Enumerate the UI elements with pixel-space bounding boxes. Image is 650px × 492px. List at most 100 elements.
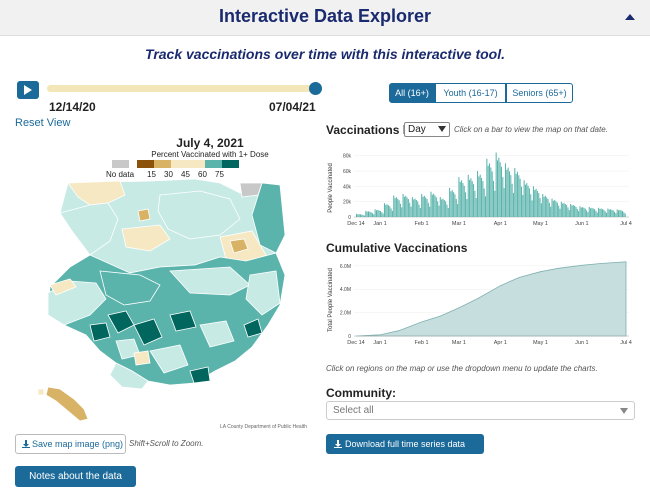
daily-bar[interactable] bbox=[530, 194, 532, 217]
daily-bar[interactable] bbox=[459, 181, 461, 217]
daily-bar[interactable] bbox=[595, 210, 597, 217]
map-region-peninsula[interactable] bbox=[109, 362, 149, 390]
daily-bar[interactable] bbox=[455, 198, 457, 217]
daily-bar[interactable] bbox=[604, 211, 606, 217]
daily-bar[interactable] bbox=[495, 152, 497, 217]
daily-bar[interactable] bbox=[570, 203, 572, 217]
daily-bar[interactable] bbox=[390, 208, 392, 217]
daily-bar[interactable] bbox=[362, 215, 364, 217]
daily-bar[interactable] bbox=[548, 202, 550, 217]
daily-bar[interactable] bbox=[361, 214, 363, 217]
daily-bar[interactable] bbox=[523, 180, 525, 217]
daily-bar[interactable] bbox=[490, 167, 492, 217]
daily-bar[interactable] bbox=[615, 213, 617, 217]
daily-bar[interactable] bbox=[439, 197, 441, 217]
timeline-slider-handle[interactable] bbox=[309, 82, 322, 95]
daily-bar[interactable] bbox=[443, 200, 445, 217]
daily-bar[interactable] bbox=[427, 202, 429, 217]
daily-bar[interactable] bbox=[457, 203, 459, 217]
daily-bar[interactable] bbox=[492, 180, 495, 217]
daily-bar[interactable] bbox=[552, 200, 554, 217]
daily-bar[interactable] bbox=[465, 192, 467, 217]
daily-bar[interactable] bbox=[435, 197, 437, 217]
map-region-small-brown[interactable] bbox=[137, 208, 151, 222]
daily-bar[interactable] bbox=[578, 211, 580, 217]
map-region-east-tan[interactable] bbox=[229, 238, 249, 254]
daily-bar[interactable] bbox=[500, 166, 503, 217]
daily-bar[interactable] bbox=[607, 208, 609, 217]
daily-bar[interactable] bbox=[379, 211, 381, 217]
daily-bar[interactable] bbox=[429, 206, 431, 217]
daily-bar[interactable] bbox=[434, 195, 436, 217]
daily-bar[interactable] bbox=[403, 196, 405, 217]
daily-bar[interactable] bbox=[622, 211, 624, 217]
daily-bar[interactable] bbox=[576, 208, 578, 217]
daily-bar[interactable] bbox=[411, 197, 413, 217]
daily-bar[interactable] bbox=[502, 177, 504, 217]
daily-bar[interactable] bbox=[608, 209, 610, 217]
daily-bar[interactable] bbox=[558, 205, 560, 217]
daily-bar[interactable] bbox=[487, 165, 489, 217]
daily-bar[interactable] bbox=[491, 171, 493, 217]
daily-bar[interactable] bbox=[419, 208, 421, 217]
daily-bar[interactable] bbox=[547, 199, 549, 217]
daily-bar[interactable] bbox=[461, 180, 463, 217]
daily-bar[interactable] bbox=[386, 204, 388, 217]
map-region-west-tan[interactable] bbox=[49, 278, 77, 296]
daily-bar[interactable] bbox=[616, 209, 618, 217]
daily-bar[interactable] bbox=[489, 163, 491, 217]
daily-bar[interactable] bbox=[568, 210, 570, 217]
daily-bar[interactable] bbox=[470, 178, 472, 217]
daily-bar[interactable] bbox=[567, 207, 569, 217]
daily-bar[interactable] bbox=[499, 162, 501, 217]
daily-bar[interactable] bbox=[620, 210, 622, 217]
daily-bar[interactable] bbox=[366, 211, 368, 217]
map-region-gray[interactable] bbox=[239, 182, 263, 198]
daily-bar[interactable] bbox=[402, 194, 404, 217]
daily-bar[interactable] bbox=[511, 183, 513, 217]
daily-bar[interactable] bbox=[572, 205, 574, 217]
daily-bar[interactable] bbox=[479, 174, 481, 217]
daily-bar[interactable] bbox=[469, 179, 471, 217]
tab-youth[interactable]: Youth (16-17) bbox=[435, 83, 506, 103]
daily-bar[interactable] bbox=[612, 210, 614, 217]
daily-bar[interactable] bbox=[415, 200, 417, 217]
daily-bar[interactable] bbox=[504, 163, 506, 217]
daily-bar[interactable] bbox=[367, 211, 370, 217]
daily-bar[interactable] bbox=[592, 208, 594, 217]
daily-bar[interactable] bbox=[398, 200, 400, 217]
daily-bar[interactable] bbox=[485, 196, 487, 217]
daily-bar[interactable] bbox=[582, 207, 584, 217]
daily-bar[interactable] bbox=[463, 185, 465, 217]
daily-bar[interactable] bbox=[409, 202, 411, 217]
daily-bar[interactable] bbox=[449, 187, 451, 217]
daily-bar[interactable] bbox=[377, 209, 379, 217]
daily-bar[interactable] bbox=[602, 209, 604, 217]
daily-bar[interactable] bbox=[575, 206, 577, 217]
daily-bar[interactable] bbox=[405, 195, 407, 217]
download-csv-button[interactable]: Download full time series data (csv) bbox=[326, 434, 484, 469]
daily-bar[interactable] bbox=[579, 206, 581, 217]
daily-bar[interactable] bbox=[591, 207, 593, 217]
daily-bar[interactable] bbox=[395, 197, 397, 217]
daily-bar[interactable] bbox=[599, 208, 601, 217]
daily-bar[interactable] bbox=[550, 206, 552, 217]
daily-bar[interactable] bbox=[518, 175, 520, 217]
daily-bar[interactable] bbox=[477, 171, 479, 217]
daily-bar[interactable] bbox=[373, 214, 375, 217]
daily-bar[interactable] bbox=[542, 194, 544, 217]
daily-bar[interactable] bbox=[532, 186, 534, 217]
map-region-angeles[interactable] bbox=[169, 266, 251, 296]
map-region-dark-5[interactable] bbox=[189, 366, 211, 384]
daily-bar[interactable] bbox=[356, 213, 358, 217]
daily-bar[interactable] bbox=[433, 193, 435, 217]
daily-bar[interactable] bbox=[534, 190, 536, 217]
daily-bar[interactable] bbox=[571, 205, 573, 217]
reset-view-link[interactable]: Reset View bbox=[15, 117, 71, 129]
daily-bar[interactable] bbox=[600, 208, 602, 217]
map-region-light-2[interactable] bbox=[199, 320, 235, 348]
map-region-dark-4[interactable] bbox=[89, 322, 111, 342]
daily-bar[interactable] bbox=[446, 204, 448, 217]
daily-bar[interactable] bbox=[450, 191, 452, 217]
daily-bar[interactable] bbox=[431, 194, 433, 217]
